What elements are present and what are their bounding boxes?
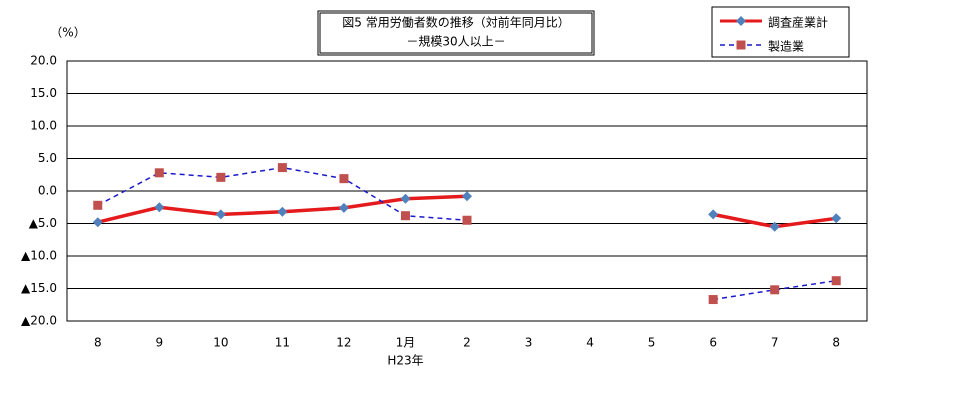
- marker: [736, 40, 746, 50]
- marker: [831, 213, 842, 224]
- marker: [736, 16, 746, 26]
- title-box-inner: [319, 12, 593, 54]
- marker: [708, 209, 719, 220]
- marker: [154, 168, 164, 178]
- chart-subtitle: －規模30人以上－: [406, 34, 505, 49]
- marker: [400, 211, 410, 221]
- x-tick-label: 8: [832, 336, 840, 350]
- marker: [339, 174, 349, 184]
- y-tick-label: ▲20.0: [21, 314, 57, 328]
- marker: [831, 276, 841, 286]
- x-tick-label: 8: [94, 336, 102, 350]
- marker: [770, 285, 780, 295]
- x-tick-label: 1月: [396, 336, 416, 350]
- y-tick-label: 0.0: [38, 184, 57, 198]
- marker: [338, 202, 349, 213]
- x-tick-label: 6: [709, 336, 717, 350]
- marker: [462, 191, 472, 202]
- legend-label: 調査産業計: [768, 15, 828, 30]
- y-tick-label: 5.0: [38, 151, 57, 165]
- marker: [277, 163, 287, 173]
- marker: [708, 295, 718, 305]
- y-tick-label: 20.0: [30, 54, 57, 68]
- marker: [215, 209, 226, 220]
- x-tick-label: 4: [586, 336, 594, 350]
- marker: [400, 193, 411, 204]
- x-tick-label: 7: [771, 336, 779, 350]
- x-tick-label: 10: [213, 336, 228, 350]
- marker: [769, 221, 780, 232]
- title-box: [317, 10, 595, 56]
- y-tick-label: 15.0: [30, 86, 57, 100]
- y-axis-label: （%）: [50, 26, 85, 40]
- legend-label: 製造業: [768, 40, 804, 54]
- x-tick-label: 11: [275, 336, 290, 350]
- legend-box: [711, 6, 850, 58]
- marker: [462, 215, 472, 225]
- x-tick-label: 3: [525, 336, 533, 350]
- marker: [216, 172, 226, 182]
- x-tick-label: 9: [155, 336, 163, 350]
- x-tick-label: 12: [336, 336, 351, 350]
- annotation: H23年: [387, 354, 423, 368]
- marker: [277, 206, 288, 217]
- y-tick-label: ▲15.0: [21, 281, 57, 295]
- marker: [92, 217, 103, 228]
- series-line: [97, 166, 837, 301]
- x-tick-label: 2: [463, 336, 471, 350]
- y-tick-label: 10.0: [30, 119, 57, 133]
- marker: [93, 200, 103, 210]
- y-tick-label: ▲10.0: [21, 249, 57, 263]
- chart-title: 図5 常用労働者数の推移（対前年同月比）: [342, 15, 569, 30]
- x-tick-label: 5: [648, 336, 656, 350]
- y-tick-label: ▲5.0: [29, 216, 57, 230]
- marker: [154, 202, 165, 213]
